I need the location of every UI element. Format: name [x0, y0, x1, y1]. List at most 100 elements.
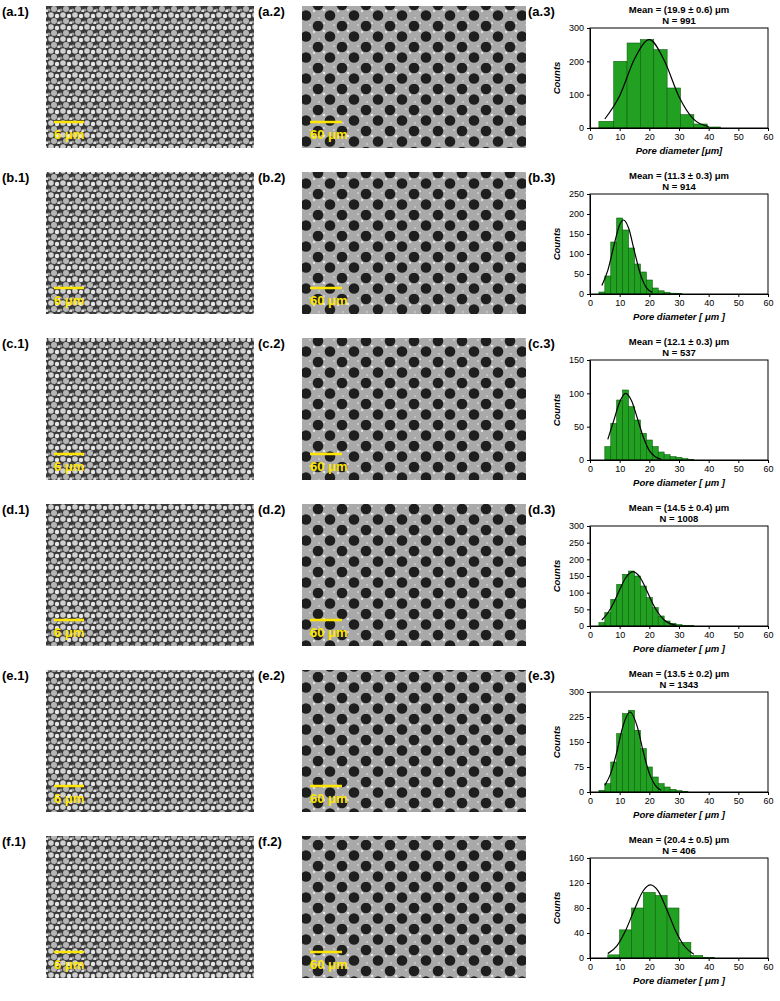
x-axis-title: Pore diameter [ μm ]	[633, 477, 726, 488]
chart-title: Mean = (13.5 ± 0.2) μm	[629, 668, 730, 679]
y-tick-mark	[587, 958, 590, 959]
panel-label: (b.2)	[258, 170, 285, 185]
y-tick: 150	[569, 229, 590, 239]
x-tick-mark	[709, 792, 710, 795]
y-axis-line	[590, 693, 591, 793]
x-axis-title: Pore diameter [ μm ]	[633, 975, 726, 986]
histogram-bar	[635, 576, 641, 626]
x-tick: 30	[674, 958, 684, 972]
y-tick-mark	[587, 559, 590, 560]
x-tick: 20	[645, 128, 655, 142]
y-tick-label: 150	[569, 737, 584, 747]
y-axis-line	[590, 527, 591, 627]
x-tick-label: 30	[674, 464, 684, 474]
panel-label: (c.3)	[528, 336, 555, 351]
y-tick-label: 100	[569, 588, 584, 598]
x-tick-label: 60	[763, 132, 773, 142]
x-tick: 40	[704, 128, 714, 142]
y-tick-label: 200	[569, 209, 584, 219]
y-tick: 0	[579, 787, 590, 797]
x-tick-label: 0	[588, 298, 593, 308]
histogram-bar	[611, 242, 617, 294]
x-tick: 10	[615, 626, 625, 640]
y-axis-title: Counts	[551, 394, 562, 427]
x-tick-mark	[679, 958, 680, 961]
x-tick-mark	[768, 958, 769, 961]
y-tick-label: 150	[569, 571, 584, 581]
x-tick-label: 0	[588, 630, 593, 640]
x-tick-label: 30	[674, 796, 684, 806]
y-tick: 50	[574, 269, 590, 279]
panel-label: (f.2)	[258, 834, 282, 849]
plot-frame	[590, 360, 768, 460]
x-tick-mark	[649, 792, 650, 795]
histogram-bar	[599, 121, 614, 128]
scale-bar	[310, 785, 342, 788]
histogram-bar	[605, 613, 611, 626]
x-tick-mark	[738, 294, 739, 297]
scale-bar-label: 60 μm	[310, 459, 348, 474]
x-tick: 40	[704, 626, 714, 640]
y-tick-label: 50	[574, 422, 584, 432]
x-tick-label: 0	[588, 962, 593, 972]
x-tick-mark	[738, 128, 739, 131]
histogram-bar	[635, 264, 641, 294]
panel-label: (b.1)	[2, 170, 29, 185]
sem-image	[302, 172, 526, 314]
y-tick-mark	[587, 883, 590, 884]
y-tick-mark	[587, 609, 590, 610]
x-axis: 0102030405060	[588, 294, 774, 308]
histogram-bar	[640, 40, 653, 128]
scale-bar-label: 60 μm	[310, 127, 348, 142]
x-tick-mark	[709, 626, 710, 629]
y-tick-label: 0	[579, 621, 584, 631]
x-tick-label: 10	[615, 298, 625, 308]
y-axis-title: Counts	[551, 560, 562, 593]
panel-label: (e.2)	[258, 668, 285, 683]
x-tick-mark	[768, 460, 769, 463]
x-tick-label: 10	[615, 464, 625, 474]
x-tick-label: 10	[615, 796, 625, 806]
fit-curve	[608, 393, 661, 459]
x-tick-label: 40	[704, 796, 714, 806]
x-tick: 50	[734, 792, 744, 806]
x-tick-label: 60	[763, 796, 773, 806]
y-tick: 300	[569, 521, 590, 531]
x-tick-label: 30	[674, 962, 684, 972]
y-axis: 0100200300	[569, 23, 591, 133]
x-tick: 40	[704, 958, 714, 972]
scale-bar-label: 60 μm	[310, 293, 348, 308]
histogram-bar	[635, 730, 641, 792]
x-tick-label: 10	[615, 132, 625, 142]
y-tick: 150	[569, 355, 590, 365]
x-tick: 40	[704, 294, 714, 308]
fit-curve	[605, 40, 709, 127]
y-tick-mark	[587, 742, 590, 743]
histogram-panel: (c.3)0102030405060050100150Mean = (12.1 …	[528, 336, 774, 488]
y-tick-label: 0	[579, 953, 584, 963]
panel-label: (b.3)	[528, 170, 555, 185]
histogram-bar	[605, 276, 611, 294]
histogram-bar	[632, 908, 644, 958]
y-axis-line	[590, 361, 591, 461]
fit-curve	[602, 220, 652, 292]
histogram-bar	[652, 608, 658, 626]
y-tick: 100	[569, 588, 590, 598]
histogram-panel: (a.3)01020304050600100200300Mean = (19.9…	[528, 4, 774, 156]
x-tick-label: 30	[674, 298, 684, 308]
y-tick: 200	[569, 555, 590, 565]
x-tick-label: 20	[645, 132, 655, 142]
y-axis-line	[590, 859, 591, 959]
y-tick-label: 250	[569, 538, 584, 548]
y-tick-mark	[587, 274, 590, 275]
plot-frame	[590, 28, 768, 128]
x-tick: 0	[588, 294, 593, 308]
x-tick-label: 40	[704, 962, 714, 972]
chart-title: Mean = (14.5 ± 0.4) μm	[629, 502, 730, 513]
chart-title: Mean = (12.1 ± 0.3) μm	[629, 336, 730, 347]
scale-bar-label: 6 μm	[54, 127, 84, 142]
scale-bar	[310, 951, 342, 954]
x-tick-mark	[738, 460, 739, 463]
y-tick-label: 100	[569, 249, 584, 259]
x-axis-title: Pore diameter [ μm ]	[633, 809, 726, 820]
